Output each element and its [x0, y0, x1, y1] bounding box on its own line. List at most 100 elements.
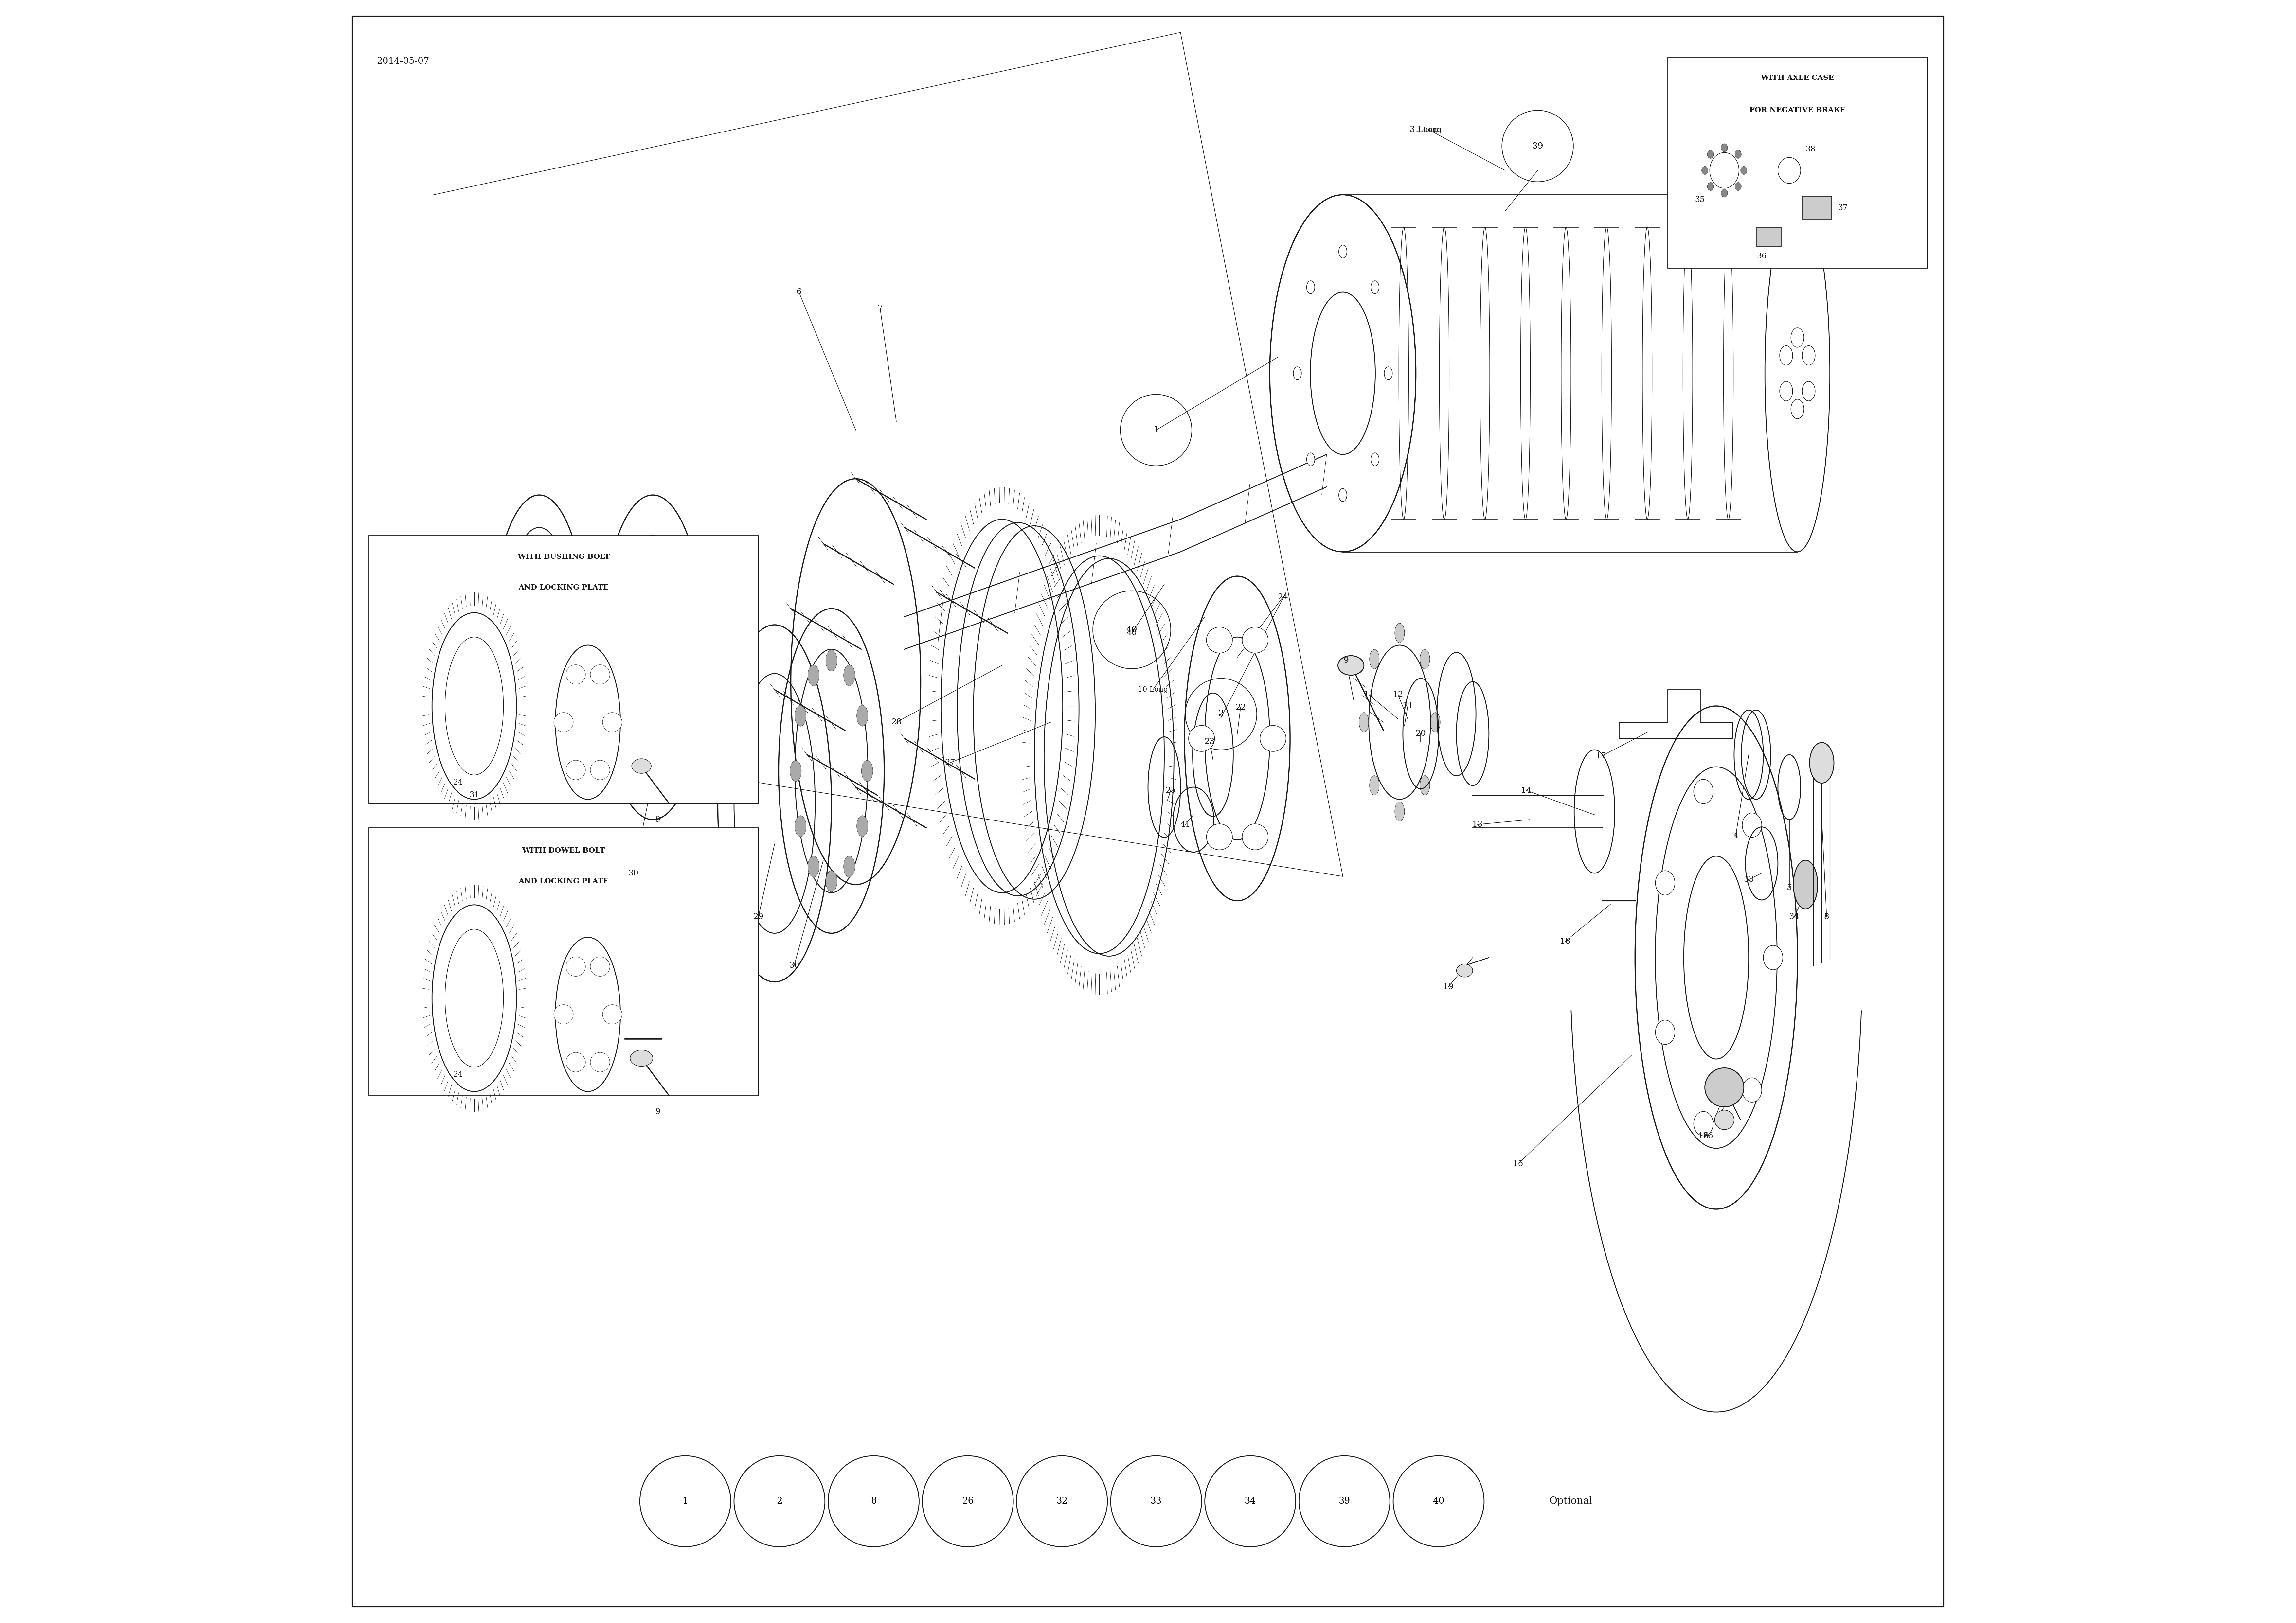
Text: AND LOCKING PLATE: AND LOCKING PLATE [519, 584, 608, 591]
Ellipse shape [631, 760, 652, 774]
Ellipse shape [1740, 167, 1747, 175]
Text: 11: 11 [1364, 691, 1373, 698]
Ellipse shape [1306, 281, 1316, 294]
Circle shape [567, 1052, 585, 1071]
Text: 40: 40 [1433, 1496, 1444, 1506]
Ellipse shape [794, 704, 806, 727]
Ellipse shape [1793, 860, 1818, 909]
Text: 10 Long: 10 Long [1139, 687, 1169, 693]
Text: 5: 5 [1786, 885, 1791, 891]
Text: 8: 8 [870, 1496, 877, 1506]
Ellipse shape [843, 665, 854, 687]
Text: 30: 30 [790, 962, 799, 969]
Text: 9: 9 [1343, 657, 1348, 664]
Ellipse shape [1368, 649, 1380, 669]
Circle shape [1189, 725, 1215, 751]
Text: 20: 20 [1417, 730, 1426, 737]
Circle shape [567, 958, 585, 977]
Ellipse shape [1371, 281, 1380, 294]
Text: 19: 19 [1444, 984, 1453, 990]
Ellipse shape [666, 742, 677, 763]
Text: 2: 2 [776, 1496, 783, 1506]
Text: AND LOCKING PLATE: AND LOCKING PLATE [519, 878, 608, 885]
Ellipse shape [1763, 945, 1782, 971]
Text: 24: 24 [1277, 594, 1288, 601]
Ellipse shape [1722, 144, 1727, 153]
Circle shape [1706, 1068, 1745, 1107]
Text: 30: 30 [629, 870, 638, 876]
Ellipse shape [1306, 453, 1316, 466]
Text: 12: 12 [1394, 691, 1403, 698]
Circle shape [590, 958, 611, 977]
Text: 28: 28 [891, 719, 902, 725]
Text: 35: 35 [1694, 196, 1706, 203]
Ellipse shape [1655, 870, 1674, 894]
Ellipse shape [1371, 453, 1380, 466]
Ellipse shape [677, 703, 689, 724]
Text: 24: 24 [452, 1071, 464, 1078]
Ellipse shape [1339, 245, 1348, 258]
Ellipse shape [629, 742, 641, 763]
Circle shape [1205, 824, 1233, 850]
Ellipse shape [1359, 712, 1368, 732]
Ellipse shape [1394, 802, 1405, 821]
Text: 21: 21 [1403, 703, 1412, 709]
Text: 40: 40 [1127, 630, 1137, 636]
Circle shape [590, 1052, 611, 1071]
Ellipse shape [1708, 151, 1713, 159]
Ellipse shape [1701, 167, 1708, 175]
Text: 33: 33 [1150, 1496, 1162, 1506]
Ellipse shape [827, 870, 838, 893]
Text: 4: 4 [1733, 833, 1738, 839]
Text: 9: 9 [654, 816, 661, 823]
Ellipse shape [1708, 182, 1713, 190]
Ellipse shape [1736, 182, 1740, 190]
Text: 13: 13 [1472, 821, 1483, 828]
Ellipse shape [1694, 779, 1713, 803]
Text: 2: 2 [1219, 714, 1224, 721]
Text: 32: 32 [1056, 1496, 1068, 1506]
Text: 26: 26 [1704, 1133, 1713, 1139]
Ellipse shape [827, 651, 838, 672]
Ellipse shape [629, 1050, 652, 1066]
Text: 17: 17 [1596, 753, 1607, 760]
Ellipse shape [856, 704, 868, 727]
Ellipse shape [1655, 1021, 1674, 1045]
Text: 7: 7 [877, 305, 882, 312]
Text: 23: 23 [1205, 738, 1215, 745]
Text: FOR NEGATIVE BRAKE: FOR NEGATIVE BRAKE [1750, 107, 1846, 114]
Bar [1802, 196, 1832, 219]
Ellipse shape [1339, 489, 1348, 502]
Text: 32: 32 [631, 636, 643, 646]
Ellipse shape [808, 855, 820, 876]
Text: 39: 39 [1339, 1496, 1350, 1506]
Text: 1: 1 [1153, 425, 1159, 435]
Ellipse shape [615, 703, 627, 724]
Text: 22: 22 [1235, 704, 1247, 711]
Text: 33: 33 [1743, 876, 1754, 883]
Circle shape [553, 712, 574, 732]
Ellipse shape [1743, 1078, 1761, 1102]
Text: 26: 26 [962, 1496, 974, 1506]
Text: 31: 31 [468, 792, 480, 799]
Ellipse shape [615, 592, 627, 613]
Ellipse shape [1419, 649, 1430, 669]
Text: 14: 14 [1522, 787, 1531, 794]
Text: 1: 1 [682, 1496, 689, 1506]
Text: WITH BUSHING BOLT: WITH BUSHING BOLT [517, 553, 611, 560]
Ellipse shape [1339, 656, 1364, 675]
Ellipse shape [1736, 151, 1740, 159]
Circle shape [553, 1005, 574, 1024]
Ellipse shape [1743, 813, 1761, 837]
Circle shape [602, 712, 622, 732]
Text: 37: 37 [1837, 204, 1848, 211]
Ellipse shape [1809, 743, 1835, 784]
Text: 9: 9 [654, 1109, 661, 1115]
Text: 25: 25 [1166, 787, 1176, 794]
Ellipse shape [856, 815, 868, 837]
Text: 15: 15 [1513, 1160, 1522, 1167]
Text: WITH AXLE CASE: WITH AXLE CASE [1761, 75, 1835, 81]
Circle shape [1261, 725, 1286, 751]
Text: 24: 24 [452, 779, 464, 786]
Text: 36: 36 [1756, 253, 1766, 260]
